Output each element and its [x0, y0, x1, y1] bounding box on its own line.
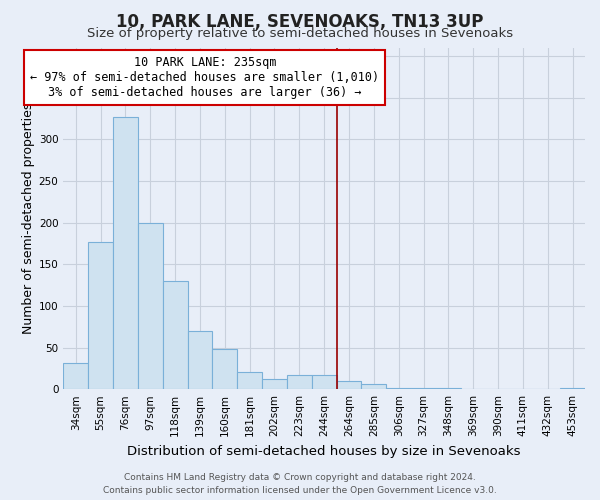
Bar [560, 388, 585, 389]
Bar [212, 349, 237, 389]
Bar [386, 388, 411, 389]
Bar [436, 388, 461, 389]
Bar [113, 116, 138, 389]
Bar [188, 331, 212, 389]
Y-axis label: Number of semi-detached properties: Number of semi-detached properties [22, 102, 35, 334]
Bar [411, 388, 436, 389]
Bar [312, 375, 337, 389]
Text: 10 PARK LANE: 235sqm
← 97% of semi-detached houses are smaller (1,010)
3% of sem: 10 PARK LANE: 235sqm ← 97% of semi-detac… [31, 56, 380, 99]
Bar [163, 281, 188, 389]
Bar [337, 381, 361, 389]
Text: 10, PARK LANE, SEVENOAKS, TN13 3UP: 10, PARK LANE, SEVENOAKS, TN13 3UP [116, 12, 484, 30]
Bar [64, 362, 88, 389]
Bar [88, 242, 113, 389]
Bar [287, 375, 312, 389]
Text: Size of property relative to semi-detached houses in Sevenoaks: Size of property relative to semi-detach… [87, 28, 513, 40]
Bar [262, 379, 287, 389]
X-axis label: Distribution of semi-detached houses by size in Sevenoaks: Distribution of semi-detached houses by … [127, 444, 521, 458]
Text: Contains HM Land Registry data © Crown copyright and database right 2024.
Contai: Contains HM Land Registry data © Crown c… [103, 474, 497, 495]
Bar [361, 384, 386, 389]
Bar [138, 222, 163, 389]
Bar [237, 372, 262, 389]
